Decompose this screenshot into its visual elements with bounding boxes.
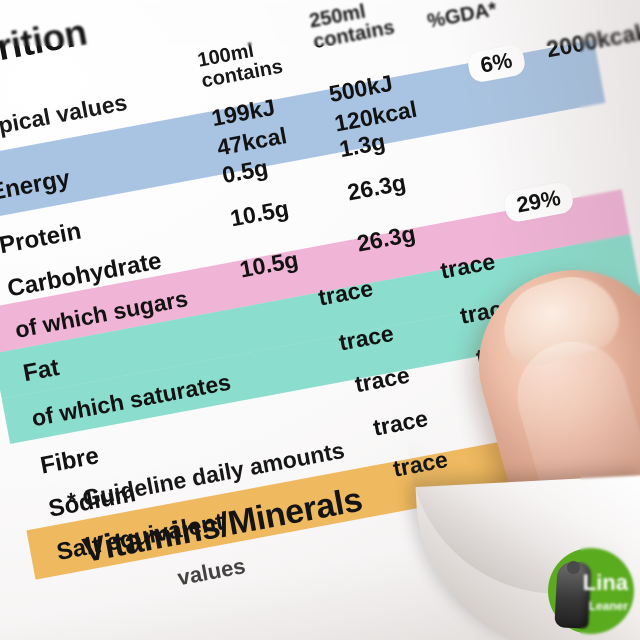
column-header-100ml: 100ml contains [195, 39, 285, 93]
watermark-logo: Lina Leaner [542, 546, 634, 634]
watermark-text-primary: Lina [582, 570, 628, 595]
nutrition-table: Nutrition Typical values 100ml contains 2… [0, 0, 640, 590]
column-header-250ml: 250ml contains [307, 0, 397, 54]
vitamins-subline: values [175, 553, 248, 591]
page-title: Nutrition [0, 11, 90, 80]
watermark-text-secondary: Leaner [588, 599, 628, 613]
watermark-figure-head-icon [567, 561, 580, 574]
column-header-gda: %GDA* [425, 0, 499, 33]
